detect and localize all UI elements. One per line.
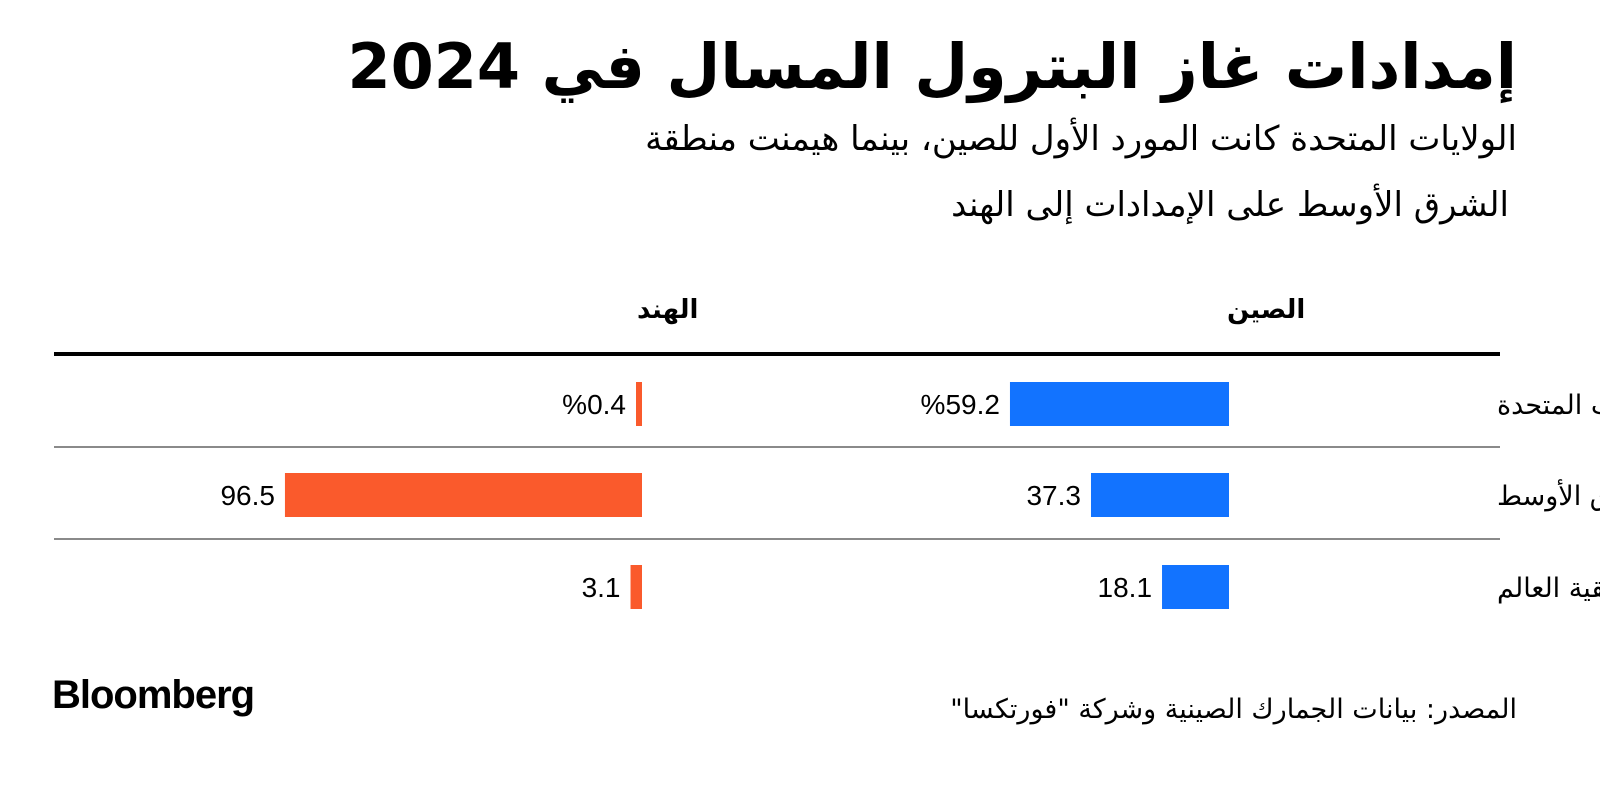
source-note: المصدر: بيانات الجمارك الصينية وشركة "فو… [950,694,1517,725]
value-label: 96.5 [220,480,275,511]
row-divider [54,538,1500,540]
header-rule [54,352,1500,356]
category-label: بقية العالم [1497,573,1600,604]
row-divider [54,446,1500,448]
chart-title: إمدادات غاز البترول المسال في 2024 [347,30,1517,103]
bar [1009,382,1229,426]
value-label: 18.1 [1098,572,1153,603]
value-label: 3.1 [582,572,621,603]
value-label: %0.4 [562,389,626,420]
series-header-1: الهند [637,295,698,325]
bar [636,382,642,426]
value-label: 37.3 [1026,480,1081,511]
series-header-0: الصين [1227,295,1305,325]
subtitle-line-2: الشرق الأوسط على الإمدادات إلى الهند [951,185,1509,225]
category-label: الولايات المتحدة [1497,390,1600,421]
bar [1162,565,1229,609]
bloomberg-logo: Bloomberg [52,673,255,717]
chart-subtitle: الولايات المتحدة كانت المورد الأول للصين… [517,118,1517,226]
value-label: %59.2 [921,389,1000,420]
category-label: الشرق الأوسط [1497,478,1600,512]
bar [1090,473,1229,517]
bar [630,565,642,609]
subtitle-line-1: الولايات المتحدة كانت المورد الأول للصين… [645,119,1517,159]
bar [284,473,642,517]
